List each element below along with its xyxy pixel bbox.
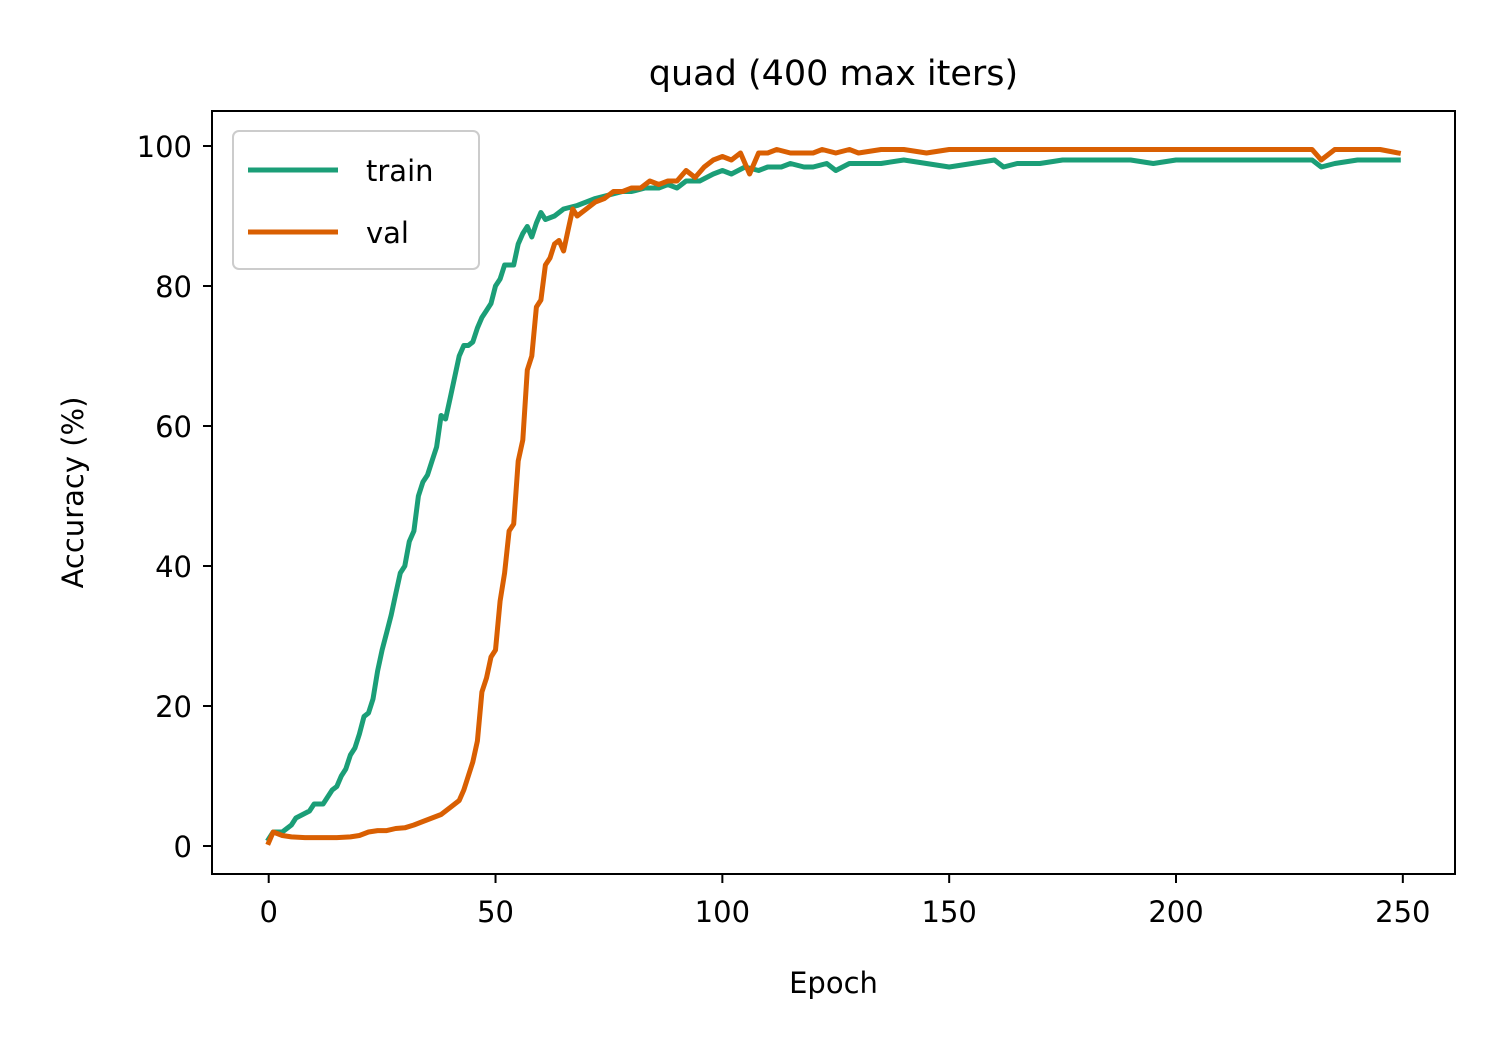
series-line-train <box>265 157 1401 843</box>
y-tick-label: 80 <box>155 270 192 304</box>
legend-box <box>232 130 480 270</box>
x-tick-label: 200 <box>1148 895 1203 929</box>
x-axis-label: Epoch <box>789 966 878 1000</box>
y-tick-label: 100 <box>137 130 192 164</box>
x-tick-label: 50 <box>477 895 514 929</box>
series-line-val <box>265 147 1402 846</box>
y-tick-label: 40 <box>155 550 192 584</box>
x-tick-label: 250 <box>1375 895 1430 929</box>
x-tick-label: 0 <box>259 895 277 929</box>
x-tick-label: 150 <box>922 895 977 929</box>
y-tick-label: 60 <box>155 410 192 444</box>
axes-layer: 0 50 100 150 200 250 0 20 40 60 80 100 <box>137 110 1456 929</box>
y-tick-label: 0 <box>174 830 192 864</box>
y-tick-label: 20 <box>155 690 192 724</box>
chart-title: quad (400 max iters) <box>649 54 1018 94</box>
plot-layer <box>265 147 1402 846</box>
legend-label-val: val <box>366 216 409 250</box>
x-tick-label: 100 <box>695 895 750 929</box>
legend: train val <box>232 130 480 270</box>
y-axis-label: Accuracy (%) <box>56 397 90 589</box>
plot-frame <box>211 110 1456 875</box>
legend-label-train: train <box>366 154 434 188</box>
